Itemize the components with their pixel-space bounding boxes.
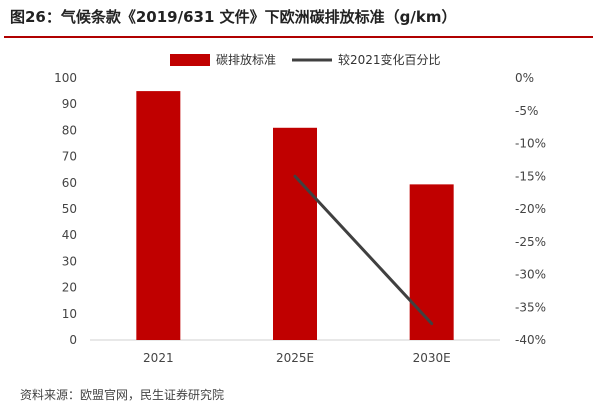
y-left-tick-label: 70 xyxy=(62,150,77,164)
y-right-tick-label: -35% xyxy=(515,300,546,314)
legend-swatch-bar xyxy=(170,54,210,66)
y-left-tick-label: 30 xyxy=(62,254,77,268)
y-left-tick-label: 60 xyxy=(62,176,77,190)
source-note: 资料来源：欧盟官网，民生证券研究院 xyxy=(20,388,225,402)
y-left-tick-label: 0 xyxy=(69,333,77,347)
x-tick-label: 2021 xyxy=(143,351,174,365)
y-right-tick-label: -5% xyxy=(515,104,538,118)
title-underline xyxy=(4,36,593,38)
legend-label-bar: 碳排放标准 xyxy=(216,52,276,67)
legend-label-line: 较2021变化百分比 xyxy=(338,52,441,67)
bar-2021 xyxy=(136,91,181,340)
x-tick-label: 2025E xyxy=(276,351,314,365)
y-left-tick-label: 100 xyxy=(54,71,77,85)
chart-title: 图26：气候条款《2019/631 文件》下欧洲碳排放标准（g/km） xyxy=(10,8,457,26)
y-right-tick-label: -30% xyxy=(515,268,546,282)
bar-2025E xyxy=(273,127,317,340)
y-left-tick-label: 10 xyxy=(62,307,77,321)
y-left-tick-label: 20 xyxy=(62,281,77,295)
y-right-tick-label: -15% xyxy=(515,169,546,183)
y-left-tick-label: 90 xyxy=(62,97,77,111)
y-right-tick-label: -20% xyxy=(515,202,546,216)
y-right-tick-label: -25% xyxy=(515,235,546,249)
y-left-tick-label: 50 xyxy=(62,202,77,216)
y-right-tick-label: -10% xyxy=(515,137,546,151)
y-left-tick-label: 80 xyxy=(62,123,77,137)
bar-2030E xyxy=(409,184,454,340)
y-right-tick-label: 0% xyxy=(515,71,534,85)
y-left-tick-label: 40 xyxy=(62,228,77,242)
x-tick-label: 2030E xyxy=(413,351,451,365)
line-series-change-pct xyxy=(293,174,434,326)
y-right-tick-label: -40% xyxy=(515,333,546,347)
